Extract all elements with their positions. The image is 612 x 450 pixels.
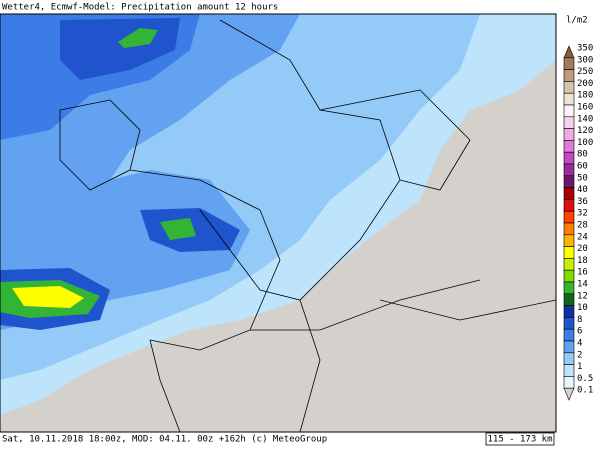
legend-swatch: [563, 69, 575, 82]
legend-label: 28: [577, 221, 588, 231]
scale-box: [485, 432, 555, 446]
legend-swatch: [563, 352, 575, 365]
map-frame: [0, 13, 557, 433]
legend-swatch: [563, 92, 575, 106]
legend-swatch: [563, 57, 575, 70]
legend-label: 50: [577, 173, 588, 183]
legend-label: 0.5: [577, 374, 593, 384]
legend: 3503002502001801601401201008060504036322…: [563, 44, 593, 401]
legend-swatch: [563, 234, 575, 247]
legend-swatch: [563, 281, 575, 295]
legend-label: 60: [577, 162, 588, 172]
legend-label: 160: [577, 103, 593, 113]
legend-swatch: [563, 210, 575, 224]
legend-swatch: [563, 163, 575, 177]
legend-label: 14: [577, 280, 588, 290]
legend-swatch: [563, 187, 575, 200]
legend-label: 8: [577, 315, 582, 325]
scale-label: 115 - 173 km: [487, 435, 552, 445]
legend-swatch: [563, 387, 575, 401]
precip-14b: [160, 218, 196, 240]
legend-label: 120: [577, 126, 593, 136]
legend-swatch: [563, 305, 575, 318]
legend-label: 100: [577, 138, 593, 148]
legend-swatch: [563, 364, 575, 377]
legend-label: 10: [577, 303, 588, 313]
precip-14: [118, 28, 158, 48]
precip-20: [12, 286, 84, 308]
legend-swatch: [563, 128, 575, 141]
footer-info: Sat, 10.11.2018 18:00z, MOD: 04.11. 00z …: [2, 435, 327, 445]
legend-swatch: [563, 246, 575, 259]
legend-swatch: [563, 81, 575, 94]
legend-label: 4: [577, 339, 582, 349]
legend-label: 16: [577, 268, 588, 278]
legend-swatch: [563, 116, 575, 129]
legend-label: 250: [577, 67, 593, 77]
legend-swatch: [563, 269, 575, 283]
legend-label: 350: [577, 44, 593, 54]
legend-label: 20: [577, 244, 588, 254]
legend-label: 200: [577, 79, 593, 89]
legend-label: 36: [577, 197, 588, 207]
legend-label: 2: [577, 350, 582, 360]
legend-swatch: [563, 151, 575, 165]
legend-swatch: [563, 340, 575, 354]
legend-label: 180: [577, 91, 593, 101]
legend-label: 80: [577, 150, 588, 160]
legend-unit: l/m2: [566, 16, 588, 26]
title: Wetter4, Ecmwf-Model: Precipitation amou…: [2, 3, 278, 13]
legend-label: 32: [577, 209, 588, 219]
legend-swatch: [563, 175, 575, 188]
legend-label: 12: [577, 291, 588, 301]
legend-swatch: [563, 376, 575, 389]
map: [0, 13, 557, 433]
legend-swatch: [563, 199, 575, 212]
legend-label: 24: [577, 232, 588, 242]
legend-label: 0.1: [577, 386, 593, 396]
legend-swatch: [563, 328, 575, 342]
legend-label: 1: [577, 362, 582, 372]
legend-swatch: [563, 293, 575, 306]
legend-label: 140: [577, 114, 593, 124]
legend-swatch: [563, 104, 575, 118]
legend-swatch: [563, 222, 575, 236]
legend-label: 40: [577, 185, 588, 195]
legend-swatch: [563, 258, 575, 271]
legend-swatch: [563, 317, 575, 330]
legend-label: 300: [577, 55, 593, 65]
legend-label: 6: [577, 327, 582, 337]
legend-swatch: [563, 140, 575, 153]
legend-label: 18: [577, 256, 588, 266]
borders: [59, 19, 557, 433]
